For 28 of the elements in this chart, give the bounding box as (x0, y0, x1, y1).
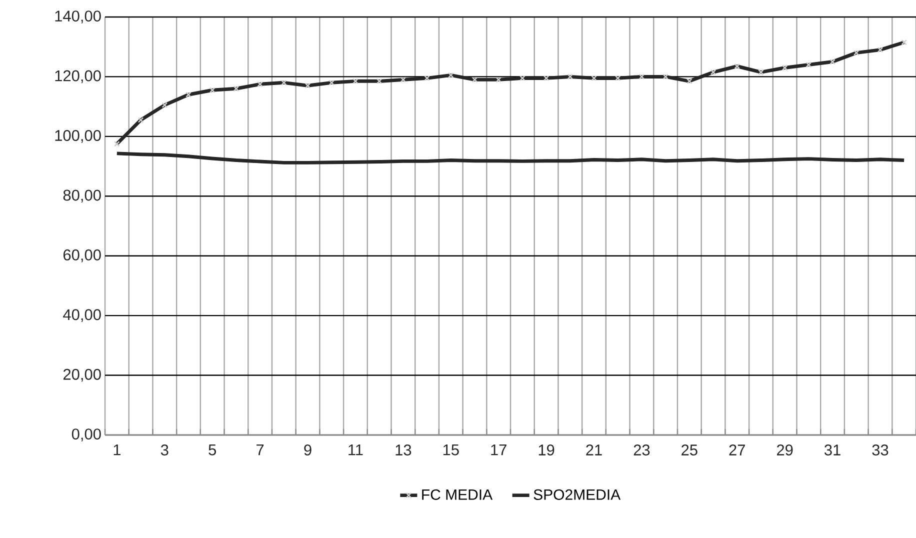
x-tick-label: 21 (586, 444, 602, 456)
x-tick-label: 23 (634, 444, 650, 456)
x-tick-label: 3 (160, 444, 168, 456)
x-tick-label: 11 (348, 444, 363, 456)
y-tick-label: 20,00 (63, 368, 101, 382)
y-tick-label: 0,00 (72, 428, 101, 442)
x-tick-label: 27 (729, 444, 745, 456)
x-tick-label: 7 (256, 444, 264, 456)
x-tick-label: 25 (682, 444, 698, 456)
x-tick-label: 1 (114, 444, 120, 456)
x-tick-label: 5 (208, 444, 216, 456)
legend-label: FC MEDIA (422, 489, 493, 500)
x-tick-label: 33 (872, 444, 888, 456)
y-tick-label: 80,00 (63, 190, 101, 203)
y-tick-label: 140,00 (55, 10, 101, 24)
y-tick-label: 40,00 (63, 309, 101, 322)
x-tick-label: 9 (304, 444, 312, 456)
x-tick-label: 17 (491, 444, 506, 456)
y-tick-label: 100,00 (55, 130, 101, 143)
y-tick-label: 120,00 (55, 70, 101, 84)
x-tick-label: 15 (443, 444, 459, 456)
x-tick-label: 19 (538, 444, 554, 456)
line-series (115, 152, 906, 164)
y-tick-label: 60,00 (63, 249, 101, 262)
x-tick-label: 31 (824, 444, 840, 456)
legend-label: SPO2MEDIA (534, 489, 621, 500)
x-tick-label: 29 (776, 444, 793, 456)
x-tick-label: 13 (396, 444, 412, 456)
